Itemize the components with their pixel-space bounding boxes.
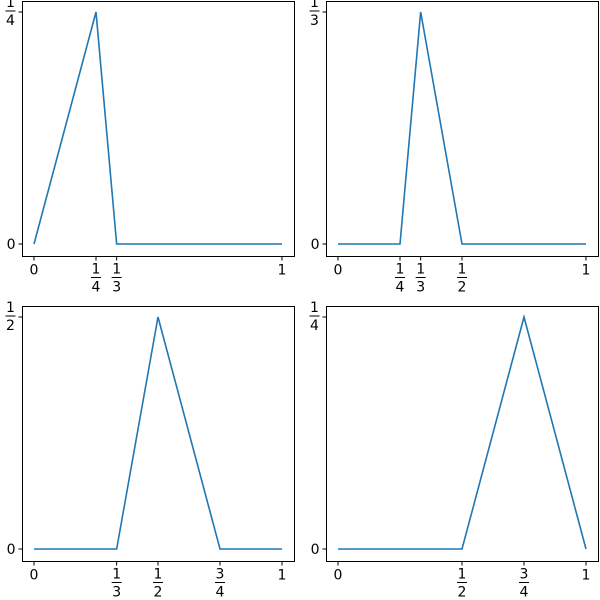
x-tick-label: 14 bbox=[91, 262, 101, 296]
x-tick-label: 13 bbox=[415, 262, 426, 296]
series-line bbox=[338, 11, 586, 245]
x-tick-label-numerator: 1 bbox=[458, 262, 467, 278]
x-tick-label: 0 bbox=[30, 263, 39, 279]
x-tick-label-denominator: 3 bbox=[112, 585, 121, 600]
plot-frame bbox=[22, 306, 295, 562]
y-tick-label: 14 bbox=[309, 300, 320, 334]
x-tick-label: 1 bbox=[582, 568, 591, 584]
y-tick-label-numerator: 1 bbox=[310, 300, 319, 316]
x-tick-label-numerator: 3 bbox=[216, 567, 225, 583]
x-tick-label: 0 bbox=[334, 263, 343, 279]
x-tick-label: 12 bbox=[457, 262, 467, 296]
x-tick-label-denominator: 2 bbox=[458, 280, 467, 296]
x-tick-label: 34 bbox=[215, 567, 225, 600]
x-tick-label-denominator: 4 bbox=[520, 585, 529, 600]
y-tick-label: 12 bbox=[5, 300, 16, 334]
x-tick-label-numerator: 1 bbox=[112, 262, 121, 278]
x-tick-label-numerator: 1 bbox=[458, 567, 467, 583]
x-tick-label-denominator: 4 bbox=[396, 280, 405, 296]
x-tick-label: 1 bbox=[278, 263, 287, 279]
x-tick-label-denominator: 4 bbox=[92, 280, 101, 296]
x-tick-label: 0 bbox=[30, 568, 39, 584]
x-tick-label: 1 bbox=[278, 568, 287, 584]
y-tick-label-numerator: 1 bbox=[6, 300, 15, 316]
x-tick-label: 13 bbox=[111, 567, 122, 600]
x-tick-label: 1 bbox=[582, 263, 591, 279]
x-tick-label: 34 bbox=[519, 567, 529, 600]
x-tick-label-numerator: 1 bbox=[416, 262, 425, 278]
x-tick-label-numerator: 1 bbox=[92, 262, 101, 278]
x-tick-label-numerator: 3 bbox=[520, 567, 529, 583]
y-tick-label: 0 bbox=[7, 542, 16, 558]
y-tick-label: 13 bbox=[309, 0, 320, 29]
plot-frame bbox=[22, 1, 295, 257]
x-tick-label-denominator: 2 bbox=[458, 585, 467, 600]
x-tick-label-denominator: 2 bbox=[154, 585, 163, 600]
x-tick-label-denominator: 3 bbox=[112, 280, 121, 296]
y-tick-label-denominator: 4 bbox=[310, 318, 319, 334]
y-tick-label-denominator: 4 bbox=[6, 13, 15, 29]
y-tick-label-denominator: 3 bbox=[310, 13, 319, 29]
y-tick-label: 14 bbox=[5, 0, 16, 29]
x-tick-label-denominator: 3 bbox=[416, 280, 425, 296]
y-tick-label-denominator: 2 bbox=[6, 318, 15, 334]
x-tick-label-denominator: 4 bbox=[216, 585, 225, 600]
y-tick-label-numerator: 1 bbox=[310, 0, 319, 11]
plot-frame bbox=[326, 1, 599, 257]
y-tick-label-numerator: 1 bbox=[6, 0, 15, 11]
series-line bbox=[33, 11, 282, 245]
x-tick-label-numerator: 1 bbox=[396, 262, 405, 278]
x-tick-label: 13 bbox=[111, 262, 122, 296]
series-line bbox=[34, 316, 282, 550]
x-tick-label: 12 bbox=[153, 567, 163, 600]
y-tick-label: 0 bbox=[7, 237, 16, 253]
y-tick-label: 0 bbox=[311, 542, 320, 558]
x-tick-label-numerator: 1 bbox=[112, 567, 121, 583]
x-tick-label: 0 bbox=[334, 568, 343, 584]
x-tick-label-numerator: 1 bbox=[154, 567, 163, 583]
plot-frame bbox=[326, 306, 599, 562]
series-line bbox=[338, 313, 587, 550]
y-tick-label: 0 bbox=[311, 237, 320, 253]
x-tick-label: 14 bbox=[395, 262, 405, 296]
x-tick-label: 12 bbox=[457, 567, 467, 600]
